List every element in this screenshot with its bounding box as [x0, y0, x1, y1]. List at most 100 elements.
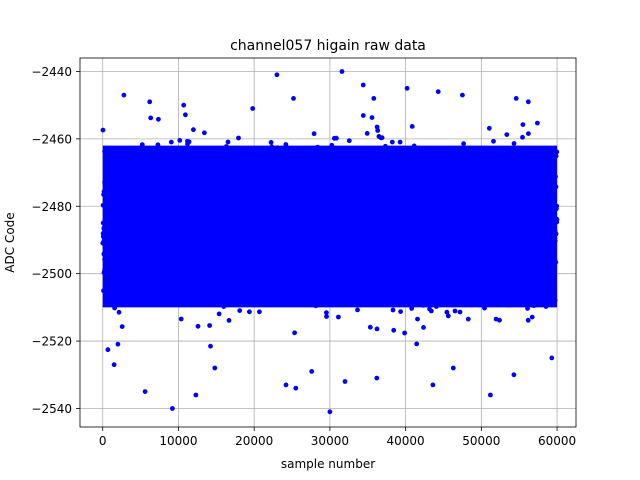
data-point: [364, 131, 370, 136]
data-point: [202, 290, 208, 296]
data-point: [222, 193, 228, 199]
data-point: [419, 235, 425, 241]
data-point: [282, 277, 287, 283]
outlier-point: [170, 406, 175, 411]
data-point: [243, 165, 249, 171]
data-point: [475, 256, 480, 262]
x-tick-label: 10000: [159, 434, 197, 448]
data-point: [390, 214, 396, 220]
data-point: [153, 257, 159, 263]
data-point: [474, 175, 479, 181]
data-point: [242, 292, 248, 298]
data-point: [388, 235, 394, 241]
data-point: [553, 174, 558, 180]
data-point: [549, 263, 555, 269]
data-point: [264, 288, 270, 294]
data-point: [123, 180, 129, 186]
data-point: [354, 240, 360, 246]
data-point: [139, 236, 145, 242]
data-point: [182, 262, 188, 268]
data-point: [321, 217, 326, 223]
data-point: [281, 198, 286, 204]
data-point: [445, 236, 450, 242]
data-point: [424, 180, 430, 186]
data-point: [440, 273, 445, 279]
data-point: [382, 229, 388, 235]
outlier-point: [283, 382, 289, 388]
data-point: [387, 291, 392, 296]
data-point: [227, 218, 233, 223]
data-point: [178, 188, 184, 194]
data-point: [410, 213, 416, 219]
data-point: [295, 165, 300, 170]
data-point: [173, 188, 179, 194]
data-point: [249, 206, 255, 211]
data-point: [457, 259, 463, 265]
data-point: [190, 224, 196, 230]
data-point: [234, 223, 239, 229]
data-point: [269, 298, 275, 304]
data-point: [554, 206, 559, 212]
data-point: [327, 277, 333, 283]
data-point: [219, 201, 225, 206]
data-point: [399, 212, 405, 218]
data-point: [325, 282, 331, 287]
data-point: [197, 287, 203, 292]
data-point: [520, 183, 526, 189]
outlier-point: [181, 102, 187, 108]
chart-title: channel057 higain raw data: [230, 38, 426, 54]
data-point: [375, 197, 381, 202]
data-point: [498, 210, 503, 216]
data-point: [182, 205, 188, 211]
data-point: [239, 230, 245, 236]
data-point: [543, 304, 549, 309]
data-point: [408, 235, 414, 241]
data-point: [323, 233, 329, 239]
data-point: [219, 167, 225, 173]
data-point: [289, 227, 295, 233]
data-point: [347, 220, 353, 226]
data-point: [163, 208, 169, 213]
data-point: [115, 212, 121, 218]
data-point: [102, 149, 108, 154]
data-point: [437, 175, 442, 181]
data-point: [370, 156, 376, 161]
data-point: [450, 204, 455, 210]
data-point: [274, 145, 280, 151]
data-point: [516, 161, 522, 167]
data-point: [163, 257, 168, 263]
data-point: [107, 253, 112, 259]
data-point: [127, 176, 132, 182]
data-point: [270, 167, 276, 172]
data-point: [343, 213, 349, 219]
data-point: [442, 158, 448, 164]
data-point: [427, 185, 433, 191]
data-point: [324, 314, 329, 319]
data-point: [453, 247, 458, 253]
data-point: [187, 285, 193, 291]
data-point: [261, 240, 266, 246]
data-point: [161, 216, 167, 222]
data-point: [445, 179, 451, 185]
data-point: [331, 241, 337, 247]
data-point: [376, 150, 382, 156]
data-point: [264, 278, 270, 284]
data-point: [282, 257, 287, 263]
data-point: [361, 165, 366, 171]
data-point: [328, 207, 334, 213]
data-point: [233, 208, 239, 214]
data-point: [207, 226, 213, 232]
data-point: [328, 229, 334, 235]
data-point: [447, 231, 452, 237]
data-point: [397, 139, 403, 145]
data-point: [119, 210, 125, 216]
data-point: [252, 261, 258, 266]
data-point: [212, 276, 217, 282]
data-point: [160, 222, 166, 228]
data-point: [320, 204, 326, 210]
data-point: [497, 248, 503, 254]
data-point: [208, 185, 214, 191]
data-point: [389, 221, 395, 226]
data-point: [521, 177, 527, 183]
data-point: [234, 240, 240, 246]
